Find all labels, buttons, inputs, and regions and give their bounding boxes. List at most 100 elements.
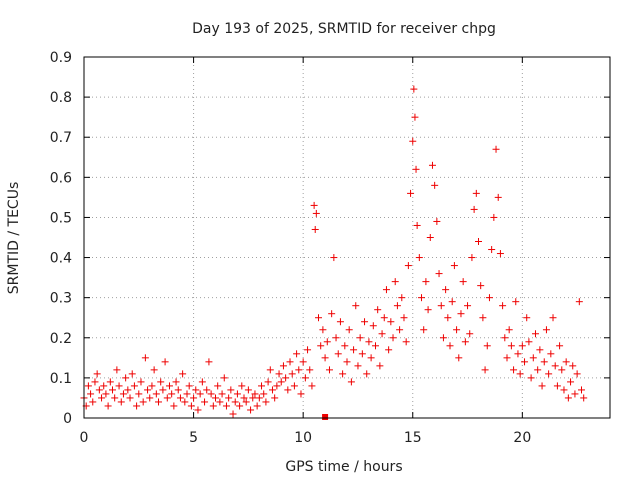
data-point <box>144 386 152 394</box>
y-tick-label: 0.9 <box>50 50 72 66</box>
data-point <box>137 378 145 386</box>
data-point <box>507 342 515 350</box>
data-point <box>428 161 436 169</box>
data-points <box>80 85 588 420</box>
data-point <box>470 205 478 213</box>
data-point <box>496 250 504 258</box>
data-point <box>483 342 491 350</box>
data-point <box>431 181 439 189</box>
data-point <box>233 390 241 398</box>
data-point <box>523 314 531 322</box>
data-point <box>91 378 99 386</box>
data-point <box>212 394 219 402</box>
data-point <box>562 358 570 366</box>
data-point <box>185 382 193 390</box>
data-point <box>172 378 180 386</box>
data-point <box>365 338 373 346</box>
data-point <box>262 398 270 406</box>
data-point <box>179 370 187 378</box>
data-point <box>128 370 136 378</box>
data-point <box>499 302 507 310</box>
data-point <box>420 326 428 334</box>
data-point <box>163 394 171 402</box>
data-point <box>433 217 441 225</box>
data-point <box>369 322 377 330</box>
data-point <box>332 334 340 342</box>
data-point <box>203 386 211 394</box>
data-point <box>468 254 476 262</box>
data-point <box>580 394 588 402</box>
data-point <box>412 165 420 173</box>
data-point <box>220 374 228 382</box>
data-point <box>538 382 546 390</box>
data-point <box>564 394 572 402</box>
data-point <box>578 386 586 394</box>
data-point <box>415 254 423 262</box>
data-point <box>514 350 522 358</box>
x-tick-label: 15 <box>404 430 422 446</box>
data-point <box>393 302 401 310</box>
data-point <box>126 394 134 402</box>
data-point <box>152 390 160 398</box>
data-point <box>407 189 415 197</box>
data-point <box>461 338 469 346</box>
data-point <box>293 350 301 358</box>
x-tick-label: 10 <box>294 430 312 446</box>
data-point <box>525 338 533 346</box>
data-point <box>466 330 474 338</box>
data-point <box>150 366 158 374</box>
data-point <box>236 402 244 410</box>
data-point <box>350 346 358 354</box>
data-point <box>299 358 307 366</box>
y-tick-label: 0.7 <box>50 130 72 146</box>
data-point <box>157 378 165 386</box>
data-point <box>556 342 564 350</box>
data-point <box>275 370 283 378</box>
data-point <box>159 386 167 394</box>
data-point <box>260 390 268 398</box>
y-tick-label: 0.2 <box>50 331 72 347</box>
data-point <box>209 402 217 410</box>
data-point <box>286 358 294 366</box>
data-point <box>328 310 336 318</box>
data-point <box>216 398 224 406</box>
data-point <box>367 354 375 362</box>
data-point <box>334 350 342 358</box>
data-point <box>453 326 461 334</box>
data-point <box>306 366 314 374</box>
data-point <box>288 370 296 378</box>
data-point <box>336 318 344 326</box>
data-point <box>531 330 539 338</box>
data-point <box>240 394 248 402</box>
data-point <box>479 314 487 322</box>
data-point <box>207 390 215 398</box>
data-point <box>93 370 101 378</box>
data-point <box>536 346 544 354</box>
data-point <box>542 326 550 334</box>
data-point <box>141 354 149 362</box>
y-tick-label: 0.5 <box>50 210 72 226</box>
data-point <box>398 294 406 302</box>
data-point <box>422 278 430 286</box>
data-point <box>168 390 176 398</box>
data-point <box>229 410 237 418</box>
data-point <box>485 294 493 302</box>
data-point <box>315 314 323 322</box>
data-point <box>310 201 318 209</box>
data-point <box>325 366 333 374</box>
data-point <box>569 362 577 370</box>
data-point <box>253 402 261 410</box>
data-point <box>225 394 233 402</box>
data-point <box>201 398 209 406</box>
data-point <box>345 326 353 334</box>
data-point <box>540 358 548 366</box>
data-point <box>339 370 347 378</box>
data-point <box>87 390 95 398</box>
data-point <box>255 394 263 402</box>
data-point <box>385 346 393 354</box>
data-point <box>277 378 285 386</box>
data-point <box>387 318 395 326</box>
data-point <box>551 362 559 370</box>
